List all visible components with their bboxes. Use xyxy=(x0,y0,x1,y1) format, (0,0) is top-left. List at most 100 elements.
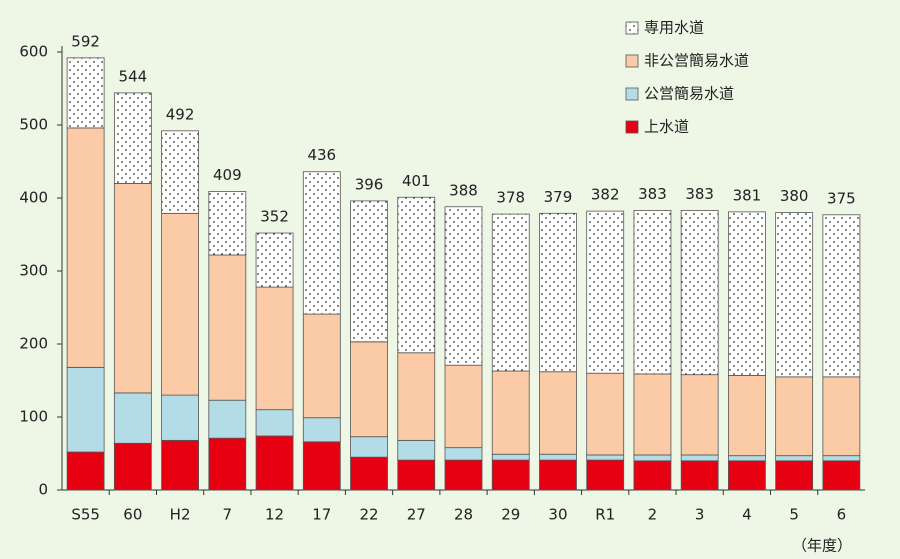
x-tick-label: S55 xyxy=(71,506,100,524)
bar-segment xyxy=(586,372,625,456)
bar-segment xyxy=(66,57,105,129)
bar-segment xyxy=(397,196,436,354)
bar-segment xyxy=(633,373,672,456)
bar-segment xyxy=(255,286,294,411)
bar-segment xyxy=(444,206,483,366)
bar-segment xyxy=(586,454,625,461)
bar-segment xyxy=(302,171,341,315)
bar-segment xyxy=(633,210,672,375)
bar-segment xyxy=(539,459,577,491)
bar-segment xyxy=(255,409,294,437)
bar-segment xyxy=(633,460,672,491)
bar-segment xyxy=(775,376,814,457)
bar-segment xyxy=(491,453,530,461)
bar-segment xyxy=(728,460,766,491)
bar-segment xyxy=(444,447,483,461)
bar-segment xyxy=(728,455,766,462)
bar-segment xyxy=(822,460,861,491)
bar-segment xyxy=(302,313,341,419)
bar-segment xyxy=(113,392,152,444)
legend-swatch xyxy=(625,54,639,68)
bar-segment xyxy=(822,376,861,457)
bar-segment xyxy=(586,459,625,491)
total-label: 383 xyxy=(638,185,667,203)
bar-segment xyxy=(633,454,672,462)
total-label: 396 xyxy=(355,175,384,193)
bar-segment xyxy=(302,417,341,443)
bar-segment xyxy=(397,459,436,491)
bar-segment xyxy=(775,460,814,491)
y-tick-label: 500 xyxy=(19,116,48,134)
y-tick-label: 200 xyxy=(19,335,48,353)
total-label: 436 xyxy=(307,146,336,164)
x-tick-label: 5 xyxy=(789,506,799,524)
bar-segment xyxy=(822,455,861,462)
bar-segment xyxy=(350,456,388,491)
bar-segment xyxy=(161,212,199,396)
bar-segment xyxy=(680,374,719,456)
bar-segment xyxy=(728,211,766,376)
x-tick-label: 12 xyxy=(265,506,284,524)
bar-segment xyxy=(208,254,247,401)
bar-segment xyxy=(586,210,625,374)
bar-segment xyxy=(728,374,766,457)
total-label: 409 xyxy=(213,166,242,184)
total-label: 382 xyxy=(591,186,620,204)
bar-segment xyxy=(680,460,719,491)
x-tick-label: 2 xyxy=(648,506,658,524)
bar-segment xyxy=(822,214,861,378)
bar-segment xyxy=(66,451,105,491)
total-label: 383 xyxy=(685,185,714,203)
bar-segment xyxy=(539,371,577,455)
x-tick-label: 3 xyxy=(695,506,705,524)
legend-swatch xyxy=(625,120,639,134)
bar-segment xyxy=(444,364,483,449)
x-tick-label: 22 xyxy=(359,506,378,524)
bar-segment xyxy=(397,439,436,461)
total-label: 375 xyxy=(827,189,856,207)
y-tick-label: 0 xyxy=(38,481,48,499)
legend-label: 公営簡易水道 xyxy=(644,85,734,103)
x-tick-label: 30 xyxy=(548,506,567,524)
y-tick-label: 100 xyxy=(19,408,48,426)
bar-segment xyxy=(491,459,530,491)
bar-segment xyxy=(113,182,152,394)
x-tick-label: R1 xyxy=(595,506,615,524)
total-label: 381 xyxy=(733,186,762,204)
y-tick-label: 400 xyxy=(19,189,48,207)
bar-segment xyxy=(350,200,388,343)
total-label: 544 xyxy=(119,67,148,85)
bar-segment xyxy=(255,435,294,491)
total-label: 380 xyxy=(780,187,809,205)
bar-segment xyxy=(208,399,247,439)
bar-segment xyxy=(680,210,719,376)
bar-segment xyxy=(491,370,530,455)
x-tick-label: 28 xyxy=(454,506,473,524)
x-tick-label: H2 xyxy=(170,506,191,524)
bar-segment xyxy=(775,212,814,378)
y-tick-label: 600 xyxy=(19,43,48,61)
bar-segment xyxy=(208,437,247,491)
x-tick-label: 29 xyxy=(501,506,520,524)
bar-segment xyxy=(350,341,388,438)
total-label: 388 xyxy=(449,181,478,199)
x-unit-label: （年度） xyxy=(792,537,852,555)
bar-segment xyxy=(113,92,152,184)
legend-swatch xyxy=(625,87,639,101)
legend-label: 非公営簡易水道 xyxy=(644,52,749,70)
bar-segment xyxy=(397,352,436,441)
total-label: 492 xyxy=(166,105,195,123)
bar-segment xyxy=(444,459,483,491)
legend-label: 専用水道 xyxy=(644,19,704,37)
bar-segment xyxy=(66,127,105,368)
bar-segment xyxy=(161,394,199,441)
x-tick-label: 27 xyxy=(407,506,426,524)
bar-segment xyxy=(161,130,199,214)
x-tick-label: 7 xyxy=(223,506,233,524)
legend-swatch xyxy=(625,21,639,35)
bar-segment xyxy=(302,441,341,491)
total-label: 401 xyxy=(402,172,431,190)
bar-segment xyxy=(66,366,105,453)
bar-segment xyxy=(539,453,577,461)
